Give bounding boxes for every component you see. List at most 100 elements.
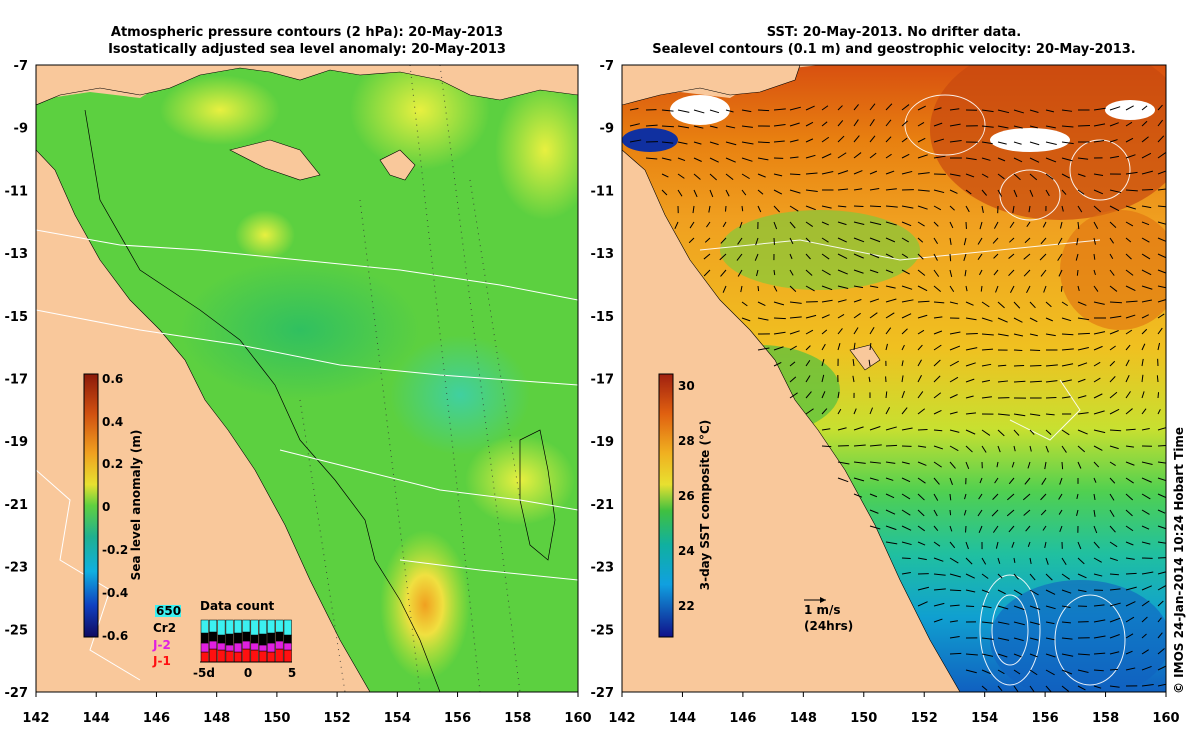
y-tick-label: -15 [5, 310, 29, 325]
velocity-vector [979, 221, 983, 230]
velocity-vector [1029, 557, 1032, 565]
velocity-vector [901, 477, 911, 483]
data-count-bar-segment [209, 619, 218, 633]
velocity-vector [933, 269, 940, 277]
velocity-vector [981, 189, 988, 196]
velocity-vector [837, 269, 848, 275]
velocity-vector [1093, 361, 1101, 367]
velocity-vector [979, 477, 983, 484]
velocity-vector [949, 189, 958, 194]
velocity-vector [949, 331, 961, 335]
velocity-vector [757, 317, 769, 321]
velocity-vector [933, 107, 942, 111]
velocity-vector [739, 221, 743, 229]
velocity-vector [1029, 445, 1032, 452]
velocity-vector [1026, 221, 1031, 228]
velocity-vector [1045, 637, 1055, 641]
velocity-vector [805, 105, 815, 111]
velocity-vector [661, 173, 669, 178]
velocity-vector [789, 392, 798, 399]
velocity-vector [1077, 557, 1085, 565]
velocity-vector [1141, 649, 1149, 655]
velocity-vector [677, 189, 683, 197]
velocity-vector [1157, 648, 1165, 655]
data-count-bar-segment [267, 632, 276, 644]
velocity-vector [1029, 637, 1039, 641]
velocity-vector [979, 269, 983, 276]
left-title-line1: Atmospheric pressure contours (2 hPa): 2… [110, 25, 504, 40]
velocity-vector [789, 330, 800, 335]
velocity-vector [1061, 125, 1074, 128]
velocity-vector [933, 588, 946, 591]
velocity-vector [720, 269, 727, 277]
velocity-vector [677, 157, 686, 162]
velocity-vector [1027, 461, 1031, 469]
velocity-vector [901, 572, 911, 575]
velocity-vector [789, 361, 796, 367]
y-tick-label: -7 [14, 59, 28, 74]
velocity-vector [1045, 333, 1056, 337]
velocity-vector [1045, 445, 1049, 453]
velocity-vector [992, 493, 999, 500]
velocity-vector [737, 237, 743, 245]
x-tick-label: 146 [729, 711, 756, 726]
velocity-vector [981, 685, 988, 691]
velocity-vector [1061, 605, 1071, 608]
velocity-vector [837, 152, 847, 159]
sla-high-blob [350, 65, 490, 170]
velocity-vector [1093, 461, 1100, 468]
velocity-vector [1058, 509, 1063, 515]
velocity-vector [933, 409, 942, 415]
velocity-vector [1157, 104, 1163, 111]
velocity-vector [1023, 253, 1031, 260]
velocity-vector [965, 189, 972, 195]
velocity-vector [853, 253, 864, 259]
velocity-vector [736, 253, 743, 261]
velocity-vector [725, 173, 734, 181]
velocity-vector [885, 444, 898, 447]
velocity-vector [741, 301, 748, 307]
velocity-vector [1029, 317, 1038, 323]
velocity-vector [964, 493, 967, 500]
velocity-vector [853, 444, 866, 447]
velocity-vector [1013, 301, 1021, 309]
velocity-vector [688, 237, 695, 244]
velocity-vector [789, 376, 797, 383]
cloud-patch [1105, 100, 1155, 120]
velocity-vector [1125, 408, 1133, 415]
velocity-vector [755, 237, 759, 246]
velocity-vector [1013, 653, 1022, 658]
y-tick-label: -21 [5, 498, 29, 513]
velocity-vector [821, 153, 832, 159]
velocity-vector [933, 557, 944, 562]
isobath [519, 429, 556, 561]
velocity-vector [1157, 493, 1166, 499]
data-count-bar-segment [242, 631, 251, 642]
velocity-vector [837, 135, 845, 143]
velocity-vector [837, 237, 847, 243]
velocity-vector [1125, 525, 1134, 532]
velocity-vector [1109, 602, 1121, 607]
velocity-vector [997, 109, 1010, 114]
velocity-vector [1157, 313, 1165, 319]
velocity-vector [901, 104, 910, 111]
velocity-vector [949, 123, 961, 127]
velocity-vector [853, 188, 863, 191]
velocity-vector [1093, 331, 1106, 335]
velocity-vector [1141, 585, 1152, 591]
velocity-vector [917, 541, 926, 546]
velocity-vector [949, 493, 952, 501]
velocity-vector [1045, 605, 1056, 610]
velocity-vector [1013, 380, 1026, 383]
velocity-vector [1025, 525, 1031, 532]
velocity-vector [1125, 445, 1134, 448]
velocity-vector [885, 188, 897, 191]
x-tick-label: 160 [1152, 711, 1179, 726]
velocity-vector [852, 359, 855, 367]
velocity-vector [1109, 445, 1119, 450]
velocity-vector [709, 157, 719, 163]
velocity-vector [963, 253, 967, 261]
velocity-vector [773, 221, 778, 230]
velocity-vector [885, 541, 898, 545]
data-count-bar-segment [275, 640, 284, 650]
